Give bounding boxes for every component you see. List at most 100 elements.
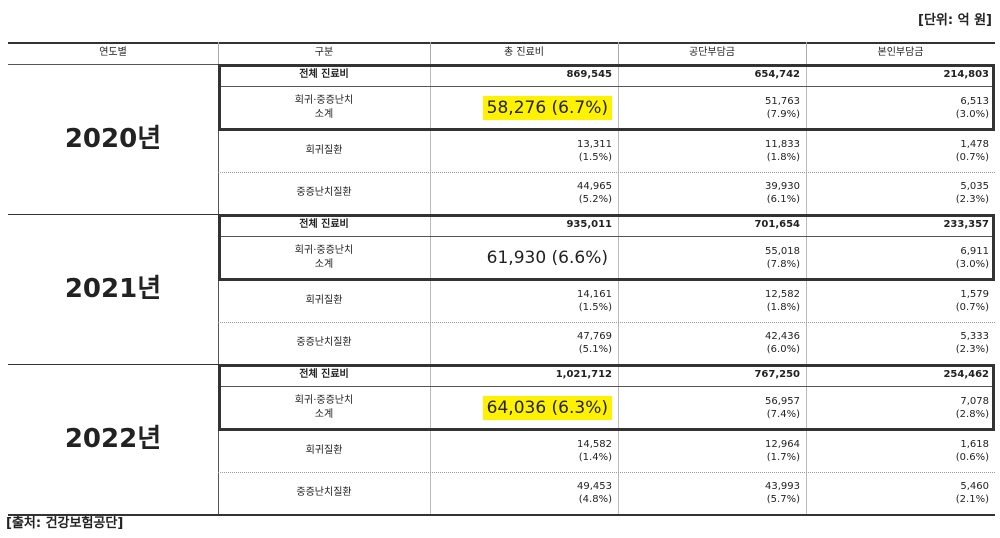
cell-value: 935,011 xyxy=(566,219,612,230)
cell-value: 1,021,712 xyxy=(555,369,612,380)
cell-value: 13,311 xyxy=(577,139,612,150)
subtotal-highlight: 61,930 (6.6%) xyxy=(486,248,608,268)
cell-value: 12,582 xyxy=(765,289,800,300)
cell-value: 701,654 xyxy=(754,219,800,230)
column-divider xyxy=(430,364,431,514)
subtotal-highlight: 58,276 (6.7%) xyxy=(482,96,612,120)
column-divider xyxy=(618,214,619,364)
row-label: 중증난치질환 xyxy=(296,187,352,198)
header-cell: 총 진료비 xyxy=(504,47,544,58)
column-divider xyxy=(430,214,431,364)
cell-value: 14,582 xyxy=(577,439,612,450)
summary-box xyxy=(218,214,995,281)
row-divider-dotted xyxy=(218,172,995,173)
cell-percent: (5.2%) xyxy=(578,194,612,205)
cell-value: 43,993 xyxy=(765,481,800,492)
row-label: 중증난치질환 xyxy=(296,487,352,498)
cell-value: 654,742 xyxy=(754,69,800,80)
cell-percent: (0.6%) xyxy=(955,452,989,463)
column-divider xyxy=(618,364,619,514)
row-label: 회귀·중증난치 xyxy=(294,395,354,406)
row-label: 회귀질환 xyxy=(305,445,343,456)
cell-percent: (2.3%) xyxy=(955,344,989,355)
cell-percent: (3.0%) xyxy=(955,109,989,120)
row-label: 전체 진료비 xyxy=(299,69,349,80)
cell-value: 5,460 xyxy=(960,481,989,492)
column-divider xyxy=(618,42,619,64)
year-bottom-border xyxy=(8,514,995,516)
source-note: [출처: 건강보험공단] xyxy=(6,516,124,531)
cell-value: 55,018 xyxy=(765,246,800,257)
header-cell: 구분 xyxy=(314,47,334,58)
cell-percent: (2.3%) xyxy=(955,194,989,205)
cell-percent: (5.7%) xyxy=(766,494,800,505)
row-label: 중증난치질환 xyxy=(296,337,352,348)
cell-value: 5,035 xyxy=(960,181,989,192)
cell-value: 14,161 xyxy=(577,289,612,300)
cell-value: 1,579 xyxy=(960,289,989,300)
column-divider xyxy=(218,214,219,364)
cell-percent: (1.8%) xyxy=(766,152,800,163)
year-label: 2022년 xyxy=(64,424,162,454)
cell-value: 6,911 xyxy=(960,246,989,257)
cell-value: 51,763 xyxy=(765,96,800,107)
summary-box xyxy=(218,364,995,431)
column-divider xyxy=(618,64,619,214)
cell-value: 7,078 xyxy=(960,396,989,407)
cell-percent: (1.4%) xyxy=(578,452,612,463)
unit-note: [단위: 억 원] xyxy=(918,13,992,28)
cell-value: 39,930 xyxy=(765,181,800,192)
cell-percent: (7.8%) xyxy=(766,259,800,270)
cell-value: 42,436 xyxy=(765,331,800,342)
row-label: 전체 진료비 xyxy=(299,219,349,230)
cell-value: 5,333 xyxy=(960,331,989,342)
cell-value: 254,462 xyxy=(943,369,989,380)
summary-box xyxy=(218,64,995,131)
row-divider xyxy=(218,236,995,237)
cell-value: 1,618 xyxy=(960,439,989,450)
row-label: 회귀질환 xyxy=(305,145,343,156)
column-divider xyxy=(806,364,807,514)
row-label: 소계 xyxy=(314,109,334,120)
column-divider xyxy=(806,64,807,214)
cell-percent: (7.9%) xyxy=(766,109,800,120)
row-divider-dotted xyxy=(218,322,995,323)
cell-percent: (2.8%) xyxy=(955,409,989,420)
header-cell: 공단부담금 xyxy=(689,47,735,58)
column-divider xyxy=(218,364,219,514)
row-divider xyxy=(218,386,995,387)
cell-value: 47,769 xyxy=(577,331,612,342)
cell-percent: (6.1%) xyxy=(766,194,800,205)
table-top-border xyxy=(8,42,995,44)
row-label: 소계 xyxy=(314,409,334,420)
cell-value: 1,478 xyxy=(960,139,989,150)
row-divider xyxy=(218,86,995,87)
cell-percent: (6.0%) xyxy=(766,344,800,355)
cell-value: 56,957 xyxy=(765,396,800,407)
column-divider xyxy=(806,42,807,64)
cell-value: 11,833 xyxy=(765,139,800,150)
row-label: 전체 진료비 xyxy=(299,369,349,380)
row-divider-dotted xyxy=(218,472,995,473)
year-label: 2020년 xyxy=(64,124,162,154)
cell-percent: (1.5%) xyxy=(578,302,612,313)
cell-percent: (1.7%) xyxy=(766,452,800,463)
column-divider xyxy=(218,42,219,64)
row-label: 소계 xyxy=(314,259,334,270)
header-cell: 본인부담금 xyxy=(877,47,924,58)
cell-value: 44,965 xyxy=(577,181,612,192)
row-label: 회귀·중증난치 xyxy=(294,95,354,106)
column-divider xyxy=(218,64,219,214)
cell-percent: (2.1%) xyxy=(955,494,989,505)
cell-percent: (3.0%) xyxy=(955,259,989,270)
cell-percent: (0.7%) xyxy=(955,302,989,313)
cell-percent: (4.8%) xyxy=(578,494,612,505)
column-divider xyxy=(806,214,807,364)
cell-percent: (1.5%) xyxy=(578,152,612,163)
column-divider xyxy=(430,42,431,64)
cell-value: 767,250 xyxy=(754,369,800,380)
cell-value: 6,513 xyxy=(960,96,989,107)
cell-value: 233,357 xyxy=(943,219,989,230)
cell-value: 12,964 xyxy=(765,439,800,450)
